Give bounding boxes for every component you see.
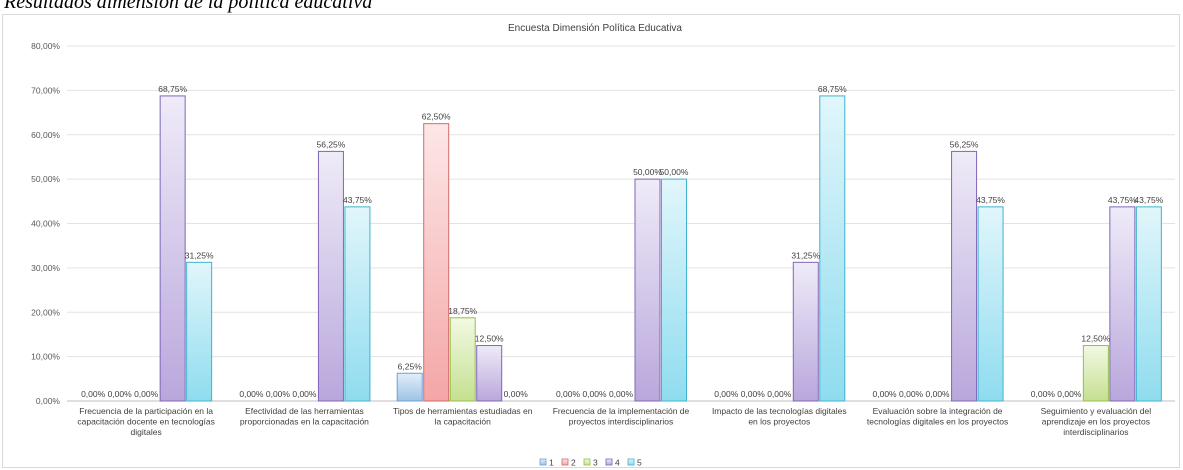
x-axis-labels: Frecuencia de la participación en la capa… [77, 406, 1151, 437]
x-tick-label: Evaluación sobre la integración de tecnol… [867, 406, 1008, 427]
data-label: 62,50% [422, 112, 451, 122]
data-label: 0,00% [81, 389, 106, 399]
data-label: 0,00% [873, 389, 898, 399]
legend-swatch-4 [605, 458, 613, 466]
legend-swatch-1 [539, 458, 547, 466]
bar-series-4 [1109, 206, 1136, 402]
data-label: 50,00% [660, 167, 689, 177]
bar-series-3 [1082, 345, 1109, 402]
bar-series-4 [476, 345, 503, 402]
y-tick-label: 70,00% [31, 85, 60, 95]
x-tick-label: Frecuencia de la participación en la capa… [77, 406, 215, 437]
data-label: 68,75% [158, 84, 187, 94]
legend-swatch-2 [561, 458, 569, 466]
data-label: 0,00% [582, 389, 607, 399]
data-label: 6,25% [398, 361, 423, 371]
data-label: 43,75% [1134, 195, 1163, 205]
y-tick-label: 40,00% [31, 219, 60, 229]
data-label: 43,75% [976, 195, 1005, 205]
bar-series-5 [344, 206, 371, 402]
y-tick-label: 20,00% [31, 307, 60, 317]
y-tick-label: 50,00% [31, 174, 60, 184]
bar-series-5 [186, 261, 213, 402]
bar-series-4 [634, 178, 661, 402]
data-label: 0,00% [1031, 389, 1056, 399]
data-labels: 0,00% 0,00% 0,00%68,75%31,25%0,00% 0,00% 0,0… [81, 84, 1164, 399]
data-label: 0,00% [1057, 389, 1082, 399]
bar-series-5 [977, 206, 1004, 402]
bar-series-4 [159, 95, 186, 402]
legend: 1 2 3 4 5 [539, 458, 642, 468]
y-tick-label: 60,00% [31, 130, 60, 140]
y-tick-label: 30,00% [31, 263, 60, 273]
data-label: 31,25% [791, 250, 820, 260]
data-label: 0,00% [556, 389, 581, 399]
data-label: 0,00% [266, 389, 291, 399]
data-label: 56,25% [950, 139, 979, 149]
data-label: 43,75% [1108, 195, 1137, 205]
chart-title: Encuesta Dimensión Política Educativa [508, 23, 682, 34]
bar-series-5 [1135, 206, 1162, 402]
bar-series-2 [423, 123, 450, 402]
data-label: 0,00% [504, 389, 529, 399]
y-tick-label: 80,00% [31, 41, 60, 51]
bar-series-5 [819, 95, 846, 402]
data-label: 68,75% [818, 84, 847, 94]
legend-label: 5 [637, 458, 642, 468]
data-label: 0,00% [926, 389, 951, 399]
y-tick-label: 0,00% [36, 396, 61, 406]
bar-series-4 [951, 150, 978, 402]
bar-series-1 [396, 372, 423, 402]
x-tick-label: Frecuencia de la implementación de proyec… [553, 406, 690, 427]
data-label: 0,00% [292, 389, 317, 399]
data-label: 0,00% [714, 389, 739, 399]
data-label: 31,25% [185, 250, 214, 260]
legend-label: 4 [615, 458, 620, 468]
data-label: 0,00% [741, 389, 766, 399]
x-tick-label: Impacto de las tecnologías digitales en l… [712, 406, 847, 427]
legend-swatch-3 [583, 458, 591, 466]
data-label: 0,00% [239, 389, 264, 399]
data-label: 50,00% [633, 167, 662, 177]
x-tick-label: Seguimiento y evaluación del aprendizaje … [1041, 406, 1152, 437]
x-tick-label: Tipos de herramientas estudiadas en la ca… [393, 406, 533, 427]
data-label: 0,00% [767, 389, 792, 399]
bar-series-3 [449, 317, 476, 402]
data-label: 56,25% [317, 139, 346, 149]
data-label: 18,75% [448, 306, 477, 316]
bar-series-5 [661, 178, 687, 402]
data-label: 0,00% [108, 389, 133, 399]
x-tick-label: Efectividad de las herramientas proporcio… [240, 406, 369, 427]
legend-swatch-5 [627, 458, 635, 466]
data-label: 12,50% [1081, 334, 1110, 344]
legend-label: 2 [571, 458, 576, 468]
bars [159, 95, 1162, 402]
bar-series-4 [792, 261, 819, 402]
bar-series-4 [317, 150, 344, 402]
data-label: 0,00% [899, 389, 924, 399]
data-label: 0,00% [134, 389, 159, 399]
y-tick-label: 10,00% [31, 352, 60, 362]
gridlines [67, 45, 1175, 402]
data-label: 0,00% [609, 389, 634, 399]
y-axis-ticks: 0,00% 10,00% 20,00% 30,00% 40,00% 50,00% 60,00… [31, 41, 60, 406]
legend-label: 3 [593, 458, 598, 468]
data-label: 43,75% [343, 195, 372, 205]
data-label: 12,50% [475, 334, 504, 344]
legend-label: 1 [549, 458, 554, 468]
figure-caption: Resultados dimensión de la política educ… [4, 0, 373, 13]
